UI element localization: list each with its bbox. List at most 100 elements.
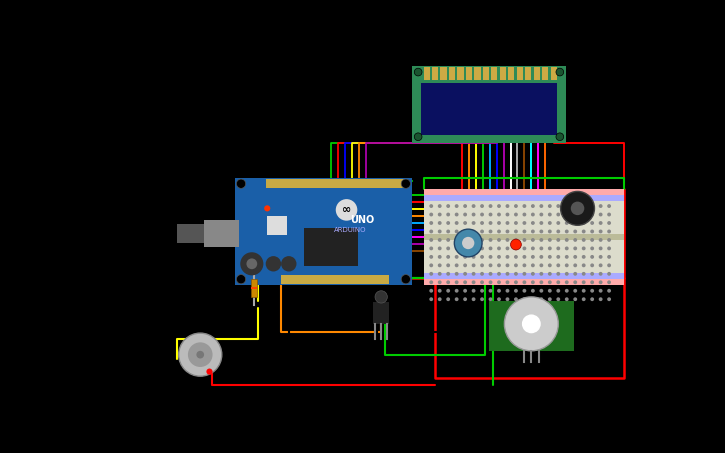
Circle shape: [599, 297, 602, 301]
Circle shape: [505, 204, 510, 208]
Circle shape: [523, 238, 526, 242]
Circle shape: [438, 204, 442, 208]
Circle shape: [581, 212, 586, 217]
Circle shape: [505, 230, 510, 233]
Circle shape: [480, 230, 484, 233]
Circle shape: [556, 68, 563, 76]
Circle shape: [565, 297, 568, 301]
Circle shape: [514, 204, 518, 208]
Circle shape: [414, 133, 422, 140]
Bar: [457, 67, 463, 80]
Circle shape: [463, 280, 467, 284]
Circle shape: [565, 272, 568, 276]
Circle shape: [429, 212, 433, 217]
Circle shape: [523, 246, 526, 251]
Circle shape: [196, 351, 204, 358]
Bar: [534, 67, 540, 80]
Circle shape: [590, 289, 594, 293]
Circle shape: [607, 272, 611, 276]
Circle shape: [463, 246, 467, 251]
Circle shape: [505, 221, 510, 225]
Circle shape: [497, 230, 501, 233]
Circle shape: [607, 230, 611, 233]
Circle shape: [336, 199, 357, 221]
Circle shape: [556, 212, 560, 217]
Circle shape: [429, 246, 433, 251]
Circle shape: [497, 255, 501, 259]
Circle shape: [463, 212, 467, 217]
Circle shape: [581, 280, 586, 284]
Circle shape: [455, 221, 459, 225]
Circle shape: [599, 212, 602, 217]
Circle shape: [581, 238, 586, 242]
Circle shape: [514, 263, 518, 267]
Circle shape: [590, 221, 594, 225]
Circle shape: [497, 221, 501, 225]
Circle shape: [565, 280, 568, 284]
Circle shape: [522, 314, 541, 333]
Circle shape: [581, 255, 586, 259]
Circle shape: [236, 179, 246, 188]
Circle shape: [573, 230, 577, 233]
Circle shape: [581, 221, 586, 225]
Circle shape: [548, 297, 552, 301]
Circle shape: [438, 246, 442, 251]
Circle shape: [489, 289, 492, 293]
Bar: [281, 275, 389, 284]
Bar: [268, 216, 287, 235]
Circle shape: [514, 297, 518, 301]
Circle shape: [429, 204, 433, 208]
Circle shape: [523, 263, 526, 267]
Circle shape: [497, 204, 501, 208]
Circle shape: [556, 221, 560, 225]
Circle shape: [556, 280, 560, 284]
Circle shape: [505, 280, 510, 284]
Circle shape: [514, 280, 518, 284]
Circle shape: [607, 255, 611, 259]
Circle shape: [565, 212, 568, 217]
Circle shape: [505, 255, 510, 259]
Circle shape: [607, 289, 611, 293]
Circle shape: [590, 280, 594, 284]
Circle shape: [480, 221, 484, 225]
Circle shape: [455, 297, 459, 301]
Circle shape: [607, 221, 611, 225]
Bar: [423, 189, 624, 285]
Circle shape: [480, 212, 484, 217]
Circle shape: [548, 255, 552, 259]
Circle shape: [178, 333, 222, 376]
Circle shape: [565, 246, 568, 251]
Circle shape: [438, 289, 442, 293]
Circle shape: [607, 297, 611, 301]
Circle shape: [548, 263, 552, 267]
Circle shape: [556, 263, 560, 267]
Circle shape: [590, 246, 594, 251]
Circle shape: [539, 280, 543, 284]
Circle shape: [565, 204, 568, 208]
Circle shape: [438, 221, 442, 225]
Bar: [525, 67, 531, 80]
Circle shape: [265, 256, 281, 271]
Circle shape: [472, 204, 476, 208]
Bar: [441, 67, 447, 80]
Circle shape: [607, 204, 611, 208]
Circle shape: [573, 238, 577, 242]
Circle shape: [472, 297, 476, 301]
Circle shape: [531, 263, 535, 267]
Circle shape: [581, 230, 586, 233]
Circle shape: [489, 221, 492, 225]
Circle shape: [497, 272, 501, 276]
Circle shape: [489, 238, 492, 242]
Circle shape: [463, 204, 467, 208]
Bar: [432, 67, 438, 80]
Bar: [265, 179, 405, 188]
Circle shape: [463, 289, 467, 293]
Circle shape: [447, 272, 450, 276]
Circle shape: [455, 212, 459, 217]
Circle shape: [455, 263, 459, 267]
Circle shape: [188, 342, 212, 367]
Circle shape: [548, 246, 552, 251]
Circle shape: [539, 297, 543, 301]
Circle shape: [599, 238, 602, 242]
Circle shape: [438, 212, 442, 217]
